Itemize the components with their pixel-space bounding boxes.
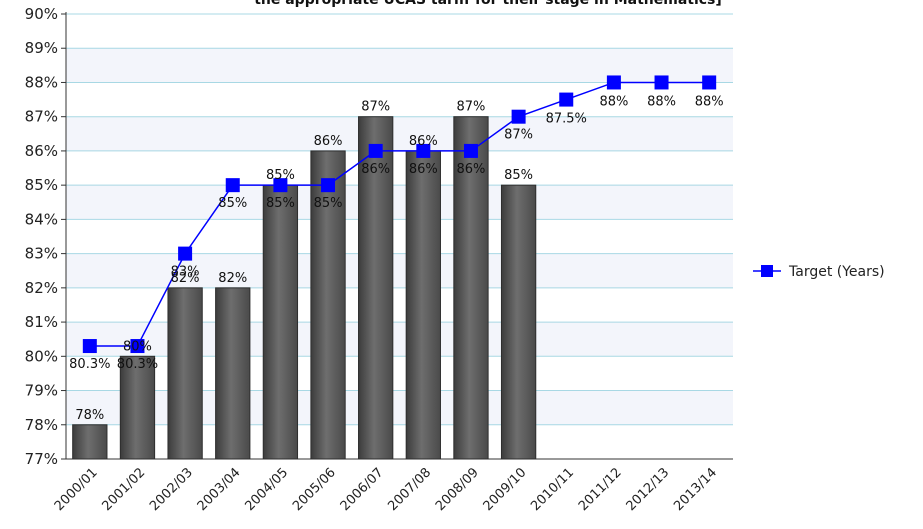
legend: Target (Years) [753,264,885,280]
target-data-label: 87.5% [546,112,587,127]
y-tick-label: 80% [25,347,58,365]
bar [453,116,489,460]
x-tick-label: 2005/06 [290,465,339,514]
target-data-label: 88% [599,94,628,109]
y-tick-label: 86% [25,142,58,160]
bar [310,150,346,460]
bar [215,287,251,460]
bar-data-label: 87% [457,100,486,115]
x-tick-label: 2006/07 [338,465,387,514]
plot-band [66,185,733,220]
plot-band [66,116,733,151]
bar [119,355,156,460]
target-point [559,92,574,107]
x-tick-label: 2013/14 [671,465,720,514]
target-data-label: 85% [218,196,247,211]
target-point [654,75,669,90]
target-data-label: 86% [457,162,486,177]
data-labels: 78% 80% 82% 82% 85% 86% 87% 86% 87% 85% 80.3% 80.3%… [69,94,723,422]
bar-data-label: 80% [123,339,152,354]
target-data-label: 87% [504,128,533,143]
target-data-label: 80.3% [117,357,158,372]
target-data-label: 86% [361,162,390,177]
target-data-label: 88% [647,94,676,109]
plot-band [66,253,733,288]
target-data-label: 80.3% [69,357,110,372]
target-point [463,143,478,158]
x-tick-label: 2010/11 [528,465,577,514]
target-point [702,75,717,90]
plot-band [66,390,733,425]
bar-data-label: 82% [218,271,247,286]
plot-bands [66,48,733,425]
x-tick-label: 2002/03 [147,465,196,514]
y-tick-label: 90% [25,5,58,23]
target-point [178,246,193,261]
x-tick-label: 2011/12 [576,465,625,514]
bar [167,287,203,460]
bar-data-label: 82% [171,271,200,286]
y-tick-label: 84% [25,210,58,228]
y-tick-label: 87% [25,108,58,126]
chart-title: the appropriate UCAS tariff for their st… [254,0,722,8]
target-point [368,143,383,158]
x-tick-label: 2008/09 [433,465,482,514]
x-tick-label: 2012/13 [624,465,673,514]
y-tick-label: 82% [25,279,58,297]
target-data-label: 85% [314,196,343,211]
y-tick-label: 78% [25,416,58,434]
bar [358,116,394,460]
y-tick-label: 83% [25,245,58,263]
y-tick-label: 79% [25,382,58,400]
target-line [89,81,710,347]
plot-band [66,322,733,357]
target-data-label: 88% [695,94,724,109]
bar-data-label: 78% [75,408,104,423]
target-data-label: 85% [266,196,295,211]
x-tick-label: 2001/02 [99,465,148,514]
y-tick-label: 89% [25,39,58,57]
x-tick-label: 2004/05 [242,465,291,514]
bar-data-label: 87% [361,100,390,115]
target-point [273,178,288,193]
bar-series [72,116,537,460]
target-point [130,339,145,354]
x-tick-label: 2009/10 [481,465,530,514]
target-point [416,143,431,158]
bar [405,150,441,460]
x-tick-label: 2007/08 [385,465,434,514]
target-point [321,178,336,193]
plot-band [66,48,733,83]
target-data-label: 83% [171,265,200,280]
target-point [606,75,621,90]
target-point [511,109,526,124]
bar-data-label: 86% [314,134,343,149]
bar [500,184,537,460]
bar [262,184,299,460]
legend-label: Target (Years) [788,264,885,280]
x-tick-label: 2003/04 [195,465,244,514]
target-line-series [82,75,717,354]
y-tick-label: 77% [25,450,58,468]
target-point [82,339,97,354]
bar-data-label: 85% [266,168,295,183]
target-data-label: 86% [409,162,438,177]
y-tick-label: 81% [25,313,58,331]
x-tick-label: 2000/01 [52,465,101,514]
bar [72,424,108,460]
target-point [225,178,240,193]
bar-data-label: 86% [409,134,438,149]
bar-data-label: 85% [504,168,533,183]
legend-square-marker-icon [761,265,773,277]
y-tick-label: 85% [25,176,58,194]
y-tick-label: 88% [25,73,58,91]
